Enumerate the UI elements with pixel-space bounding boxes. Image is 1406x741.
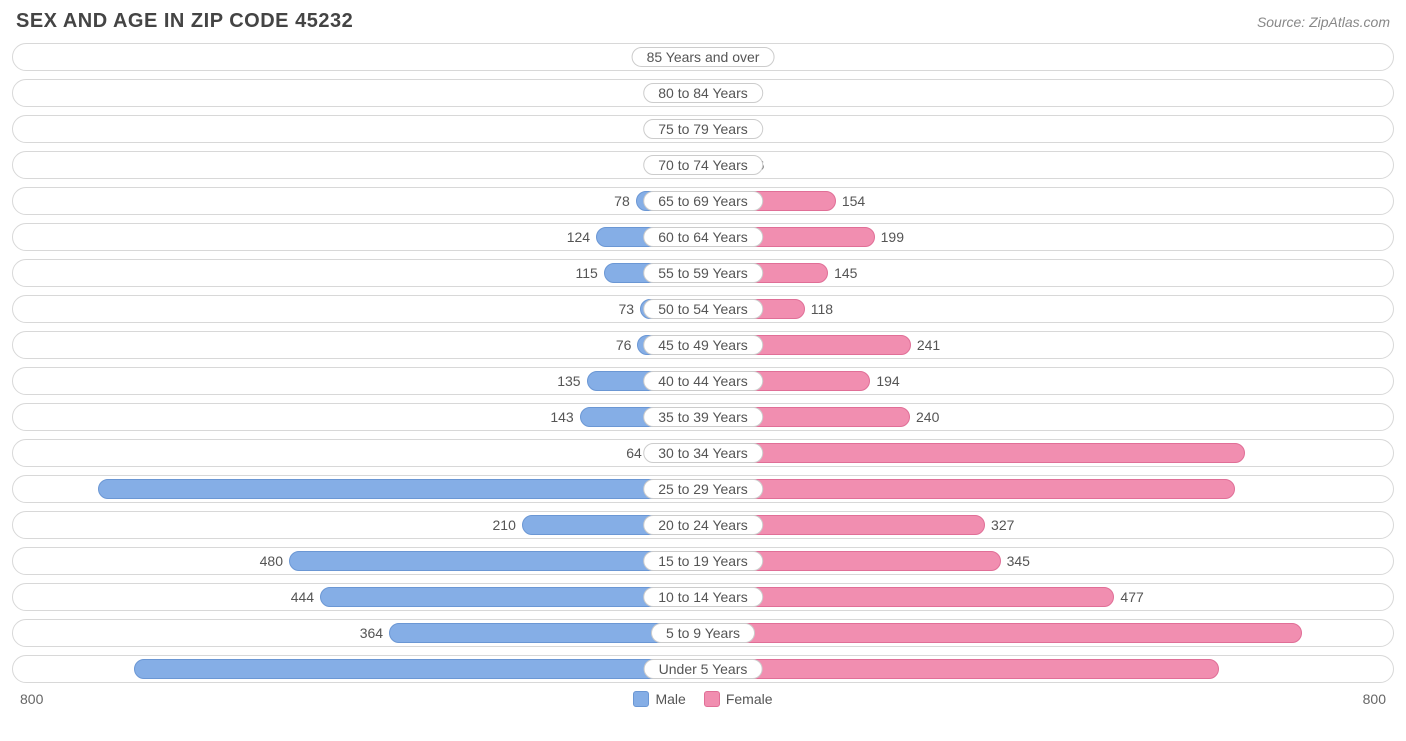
- pyramid-row: 701 617 25 to 29 Years: [12, 475, 1394, 503]
- female-value-label: 617: [861, 479, 1393, 499]
- pyramid-row: 480 345 15 to 19 Years: [12, 547, 1394, 575]
- age-group-label: Under 5 Years: [644, 659, 763, 679]
- age-group-label: 65 to 69 Years: [643, 191, 763, 211]
- pyramid-row: 78 154 65 to 69 Years: [12, 187, 1394, 215]
- age-group-label: 85 Years and over: [632, 47, 775, 67]
- age-group-label: 75 to 79 Years: [643, 119, 763, 139]
- pyramid-row: 76 241 45 to 49 Years: [12, 331, 1394, 359]
- female-value-label: 199: [875, 227, 904, 247]
- female-value-label: 241: [911, 335, 940, 355]
- male-value-label: 364: [360, 623, 389, 643]
- chart-header: SEX AND AGE IN ZIP CODE 45232 Source: Zi…: [12, 10, 1394, 33]
- female-value-label: 598: [877, 659, 1393, 679]
- male-value-label: 115: [575, 263, 603, 283]
- age-group-label: 15 to 19 Years: [643, 551, 763, 571]
- legend-female: Female: [704, 691, 773, 707]
- pyramid-row: 52380 to 84 Years: [12, 79, 1394, 107]
- female-value-label: 628: [851, 443, 1393, 463]
- female-value-label: 194: [870, 371, 899, 391]
- age-group-label: 45 to 49 Years: [643, 335, 763, 355]
- pyramid-row: 0285 Years and over: [12, 43, 1394, 71]
- male-value-label: 76: [616, 335, 638, 355]
- female-value-label: 240: [910, 407, 939, 427]
- age-group-label: 25 to 29 Years: [643, 479, 763, 499]
- pyramid-row: 444 477 10 to 14 Years: [12, 583, 1394, 611]
- male-value-label: 73: [618, 299, 640, 319]
- pyramid-row: 143 240 35 to 39 Years: [12, 403, 1394, 431]
- age-group-label: 50 to 54 Years: [643, 299, 763, 319]
- legend-female-label: Female: [726, 691, 773, 707]
- chart-footer: 800 Male Female 800: [12, 691, 1394, 707]
- age-group-label: 10 to 14 Years: [643, 587, 763, 607]
- female-value-label: 145: [828, 263, 857, 283]
- male-bar: [289, 551, 703, 571]
- male-value-label: 444: [291, 587, 320, 607]
- pyramid-row: 364 694 5 to 9 Years: [12, 619, 1394, 647]
- age-group-label: 35 to 39 Years: [643, 407, 763, 427]
- male-value-label: 480: [260, 551, 289, 571]
- population-pyramid-chart: 0285 Years and over 52380 to 84 Years 2922…: [12, 43, 1394, 683]
- age-group-label: 80 to 84 Years: [643, 83, 763, 103]
- male-value-label: 210: [493, 515, 522, 535]
- pyramid-row: 344670 to 74 Years: [12, 151, 1394, 179]
- axis-max-left: 800: [20, 691, 43, 707]
- axis-max-right: 800: [1363, 691, 1386, 707]
- age-group-label: 70 to 74 Years: [643, 155, 763, 175]
- pyramid-row: 124 199 60 to 64 Years: [12, 223, 1394, 251]
- legend-male: Male: [633, 691, 685, 707]
- female-value-label: 118: [805, 299, 833, 319]
- chart-legend: Male Female: [633, 691, 772, 707]
- female-swatch-icon: [704, 691, 720, 707]
- age-group-label: 55 to 59 Years: [643, 263, 763, 283]
- legend-male-label: Male: [655, 691, 685, 707]
- male-value-label: 135: [557, 371, 586, 391]
- chart-title: SEX AND AGE IN ZIP CODE 45232: [16, 10, 353, 33]
- age-group-label: 5 to 9 Years: [651, 623, 755, 643]
- female-value-label: 345: [1001, 551, 1030, 571]
- pyramid-row: 115 145 55 to 59 Years: [12, 259, 1394, 287]
- pyramid-row: 135 194 40 to 44 Years: [12, 367, 1394, 395]
- chart-source: Source: ZipAtlas.com: [1257, 14, 1390, 30]
- pyramid-row: 210 327 20 to 24 Years: [12, 511, 1394, 539]
- male-swatch-icon: [633, 691, 649, 707]
- male-value-label: 660: [13, 659, 582, 679]
- pyramid-row: 292275 to 79 Years: [12, 115, 1394, 143]
- age-group-label: 60 to 64 Years: [643, 227, 763, 247]
- male-value-label: 701: [13, 479, 618, 499]
- pyramid-row: 73 118 50 to 54 Years: [12, 295, 1394, 323]
- female-value-label: 477: [1114, 587, 1143, 607]
- male-value-label: 143: [550, 407, 579, 427]
- age-group-label: 20 to 24 Years: [643, 515, 763, 535]
- female-value-label: 327: [985, 515, 1014, 535]
- age-group-label: 40 to 44 Years: [643, 371, 763, 391]
- pyramid-row: 660 598 Under 5 Years: [12, 655, 1394, 683]
- female-value-label: 154: [836, 191, 865, 211]
- pyramid-row: 6462830 to 34 Years: [12, 439, 1394, 467]
- female-bar: [703, 587, 1114, 607]
- male-value-label: 124: [567, 227, 596, 247]
- female-value-label: 694: [794, 623, 1393, 643]
- male-value-label: 78: [614, 191, 636, 211]
- age-group-label: 30 to 34 Years: [643, 443, 763, 463]
